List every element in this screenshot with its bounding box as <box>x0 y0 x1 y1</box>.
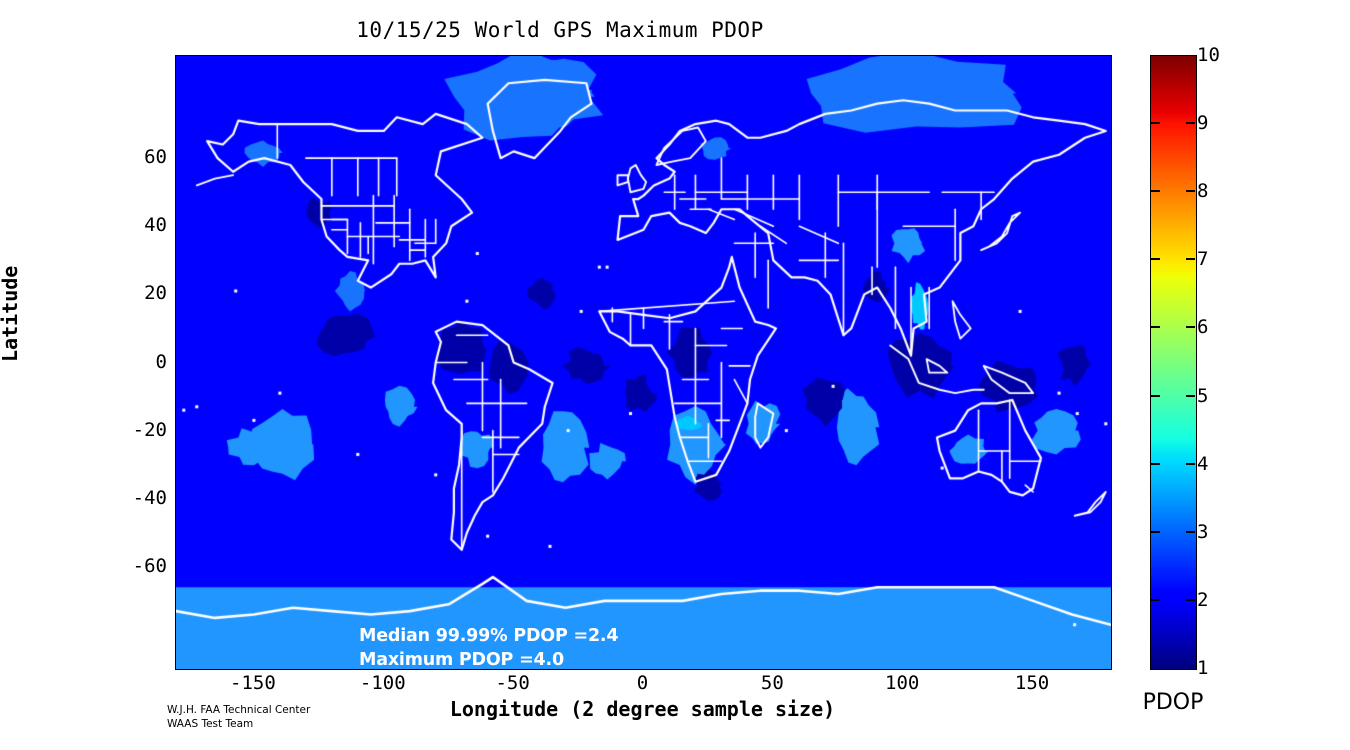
x-tick-label: 50 <box>760 672 784 694</box>
colorbar-label: PDOP <box>1142 690 1204 715</box>
colorbar-tick-mark <box>1186 122 1195 125</box>
y-axis-label: Latitude <box>0 265 22 362</box>
colorbar-tick-mark <box>1151 530 1160 533</box>
annotation-maximum: Maximum PDOP =4.0 <box>359 650 564 670</box>
x-tick-label: 0 <box>636 672 649 694</box>
colorbar-tick-mark <box>1186 462 1195 465</box>
x-tick-label: 150 <box>1014 672 1050 694</box>
colorbar-tick-label: 5 <box>1197 384 1209 407</box>
colorbar <box>1150 55 1197 670</box>
page-title: 10/15/25 World GPS Maximum PDOP <box>356 18 764 42</box>
y-tick-label: 40 <box>144 214 167 237</box>
y-tick-label: 20 <box>144 282 167 305</box>
y-tick-label: 60 <box>144 146 167 169</box>
x-tick-label: 100 <box>885 672 920 694</box>
x-tick-label: -100 <box>359 672 406 694</box>
colorbar-tick-label: 3 <box>1197 520 1209 543</box>
colorbar-tick-mark <box>1186 326 1195 329</box>
y-tick-label: 0 <box>155 350 167 373</box>
y-tick-label: -60 <box>132 554 167 577</box>
colorbar-tick-mark <box>1151 394 1160 397</box>
colorbar-tick-mark <box>1151 462 1160 465</box>
colorbar-tick-label: 2 <box>1197 588 1209 611</box>
x-tick-label: -150 <box>230 672 276 694</box>
colorbar-tick-label: 1 <box>1197 657 1209 679</box>
map-annotations: Median 99.99% PDOP =2.4 Maximum PDOP =4.… <box>359 624 851 670</box>
y-tick-label: -40 <box>132 486 167 509</box>
colorbar-tick-mark <box>1186 258 1195 261</box>
credit-line-1: W.J.H. FAA Technical Center <box>167 704 311 716</box>
colorbar-tick-mark <box>1151 598 1160 601</box>
colorbar-tick-mark <box>1151 326 1160 329</box>
colorbar-tick-mark <box>1151 190 1160 193</box>
colorbar-tick-label: 7 <box>1197 248 1209 271</box>
colorbar-tick-mark <box>1186 190 1195 193</box>
pdop-contour-canvas <box>176 56 1111 669</box>
colorbar-gradient <box>1151 56 1196 669</box>
colorbar-tick-label: 10 <box>1197 44 1220 66</box>
colorbar-tick-label: 9 <box>1197 112 1209 135</box>
colorbar-tick-label: 8 <box>1197 180 1209 203</box>
colorbar-tick-mark <box>1186 394 1195 397</box>
colorbar-tick-mark <box>1151 258 1160 261</box>
x-axis-label: Longitude (2 degree sample size) <box>449 697 836 721</box>
colorbar-tick-mark <box>1186 598 1195 601</box>
credit-block: W.J.H. FAA Technical Center WAAS Test Te… <box>167 703 310 731</box>
colorbar-tick-label: 6 <box>1197 316 1209 339</box>
credit-line-2: WAAS Test Team <box>167 718 254 730</box>
colorbar-tick-mark <box>1151 122 1160 125</box>
x-tick-label: -50 <box>495 672 530 694</box>
annotation-median: Median 99.99% PDOP =2.4 <box>359 626 619 646</box>
map-plot-area: Median 99.99% PDOP =2.4 Maximum PDOP =4.… <box>175 55 1112 670</box>
y-tick-label: -20 <box>132 418 167 441</box>
colorbar-tick-label: 4 <box>1197 452 1209 475</box>
colorbar-tick-mark <box>1186 530 1195 533</box>
